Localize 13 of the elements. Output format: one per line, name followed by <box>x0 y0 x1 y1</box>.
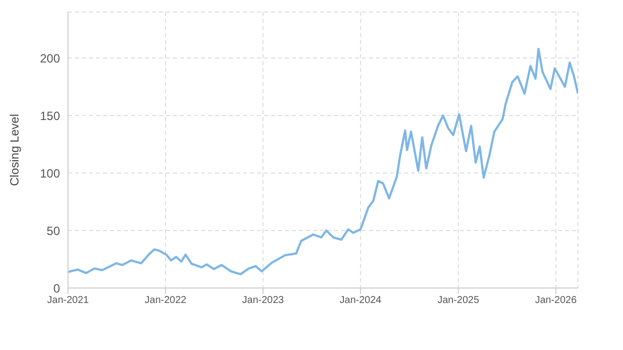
y-tick-label: 150 <box>40 108 60 123</box>
y-tick-label: 50 <box>46 224 60 238</box>
x-tick-label: Jan-2023 <box>242 295 284 306</box>
y-tick-label: 100 <box>40 166 60 180</box>
y-axis-title: Closing Level <box>7 114 22 186</box>
y-tick-label: 0 <box>53 281 60 296</box>
x-tick-label: Jan-2025 <box>437 295 480 306</box>
x-tick-label: Jan-2024 <box>340 295 382 306</box>
x-tick-label: Jan-2022 <box>144 295 187 306</box>
x-tick-label: Jan-2026 <box>534 295 578 306</box>
line-series <box>68 48 578 276</box>
x-tick-label: Jan-2021 <box>47 295 90 306</box>
y-tick-label: 200 <box>40 51 60 66</box>
